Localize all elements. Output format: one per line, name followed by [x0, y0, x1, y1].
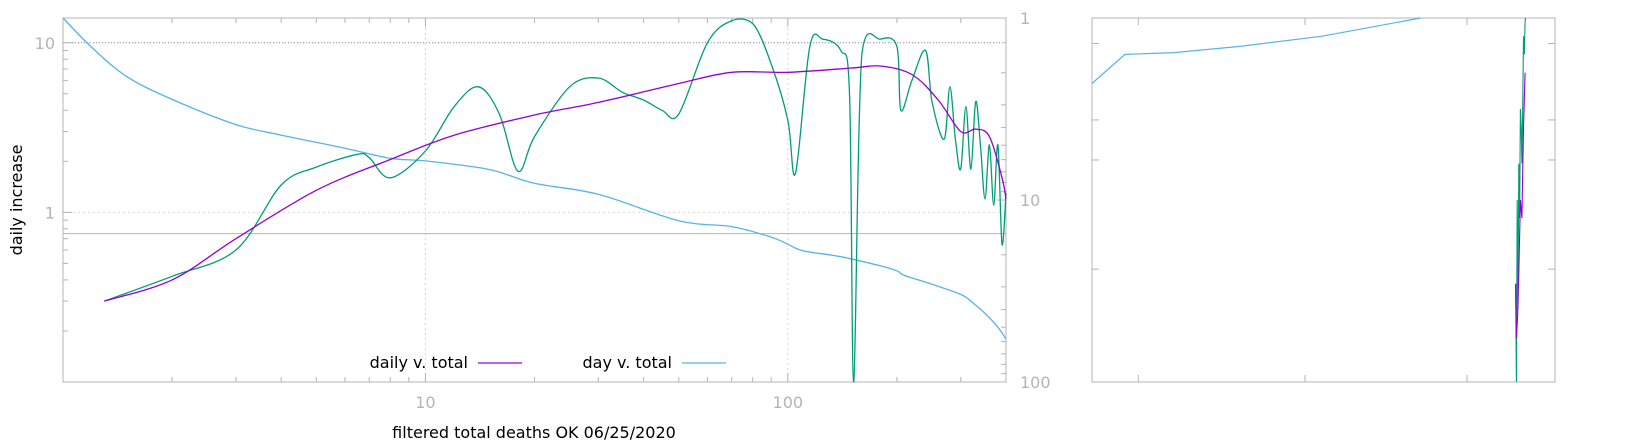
y2-tick-label: 10: [1020, 191, 1040, 210]
inset-series-purple: [1515, 72, 1526, 339]
legend-label: day v. total: [583, 353, 673, 372]
y-tick-label: 10: [35, 34, 55, 53]
main-tick-labels: 10 100 1 10 1 10 100: [35, 9, 1051, 412]
inset-tick-marks: [1092, 17, 1556, 382]
series-line-daily-v-total: [104, 65, 1007, 302]
inset-chart-panel: [1091, 17, 1556, 383]
x-tick-label: 10: [415, 393, 435, 412]
x-tick-label: 100: [773, 393, 804, 412]
main-grid: [63, 18, 1006, 382]
y2-tick-label: 1: [1020, 9, 1030, 28]
inset-series-green: [1515, 17, 1527, 383]
legend-label: daily v. total: [370, 353, 468, 372]
main-series-lines: [62, 17, 1007, 383]
y2-tick-label: 100: [1020, 373, 1051, 392]
series-line-day-v-total: [62, 17, 1007, 340]
inset-series-lines: [1091, 17, 1527, 383]
main-reference-lines: [63, 42, 1006, 235]
main-plot-frame: [62, 17, 1007, 383]
main-tick-marks: [62, 17, 1007, 383]
legend: daily v. total day v. total: [370, 353, 726, 372]
inset-series-blue: [1091, 17, 1421, 84]
main-chart-panel: 10 100 1 10 1 10 100 filtered total deaths OK …: [7, 9, 1051, 440]
y-tick-label: 1: [45, 203, 55, 222]
series-line-unlabeled: [104, 18, 1007, 383]
inset-plot-frame: [1091, 17, 1556, 383]
x-axis-title: filtered total deaths OK 06/25/2020: [392, 423, 676, 440]
y-axis-title: daily increase: [7, 145, 26, 256]
